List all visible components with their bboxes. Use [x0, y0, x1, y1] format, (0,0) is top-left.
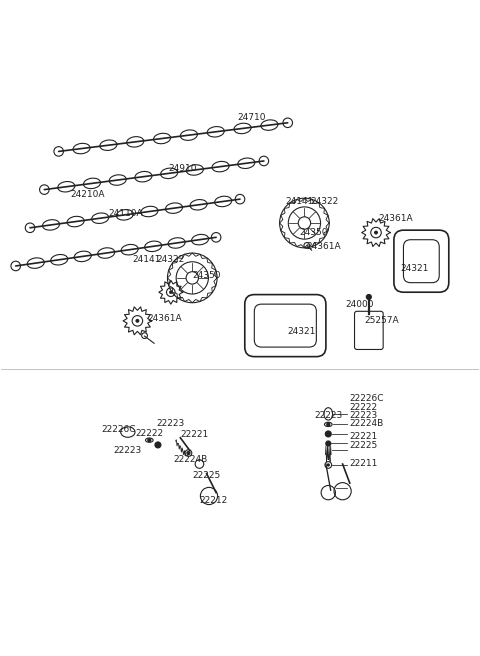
Text: 24322: 24322 [311, 197, 339, 206]
Text: 22223: 22223 [114, 446, 142, 455]
Text: 22222: 22222 [350, 403, 378, 412]
Text: 24361A: 24361A [147, 314, 181, 323]
Text: 22224B: 22224B [173, 455, 207, 464]
Text: 24321: 24321 [288, 327, 316, 337]
Text: 24350: 24350 [192, 271, 221, 280]
Text: 22225: 22225 [350, 441, 378, 450]
Circle shape [375, 232, 377, 234]
Text: 22225: 22225 [192, 471, 220, 480]
Text: 22222: 22222 [135, 429, 163, 438]
Circle shape [187, 451, 190, 455]
Text: 24710: 24710 [238, 113, 266, 123]
Text: 24350: 24350 [300, 228, 328, 237]
Text: 24322: 24322 [156, 255, 185, 264]
Text: 22212: 22212 [199, 496, 228, 505]
Text: 22223: 22223 [350, 411, 378, 420]
Text: 22223: 22223 [156, 419, 185, 428]
Text: 22226C: 22226C [350, 394, 384, 403]
Circle shape [148, 439, 151, 441]
Text: 24141: 24141 [132, 255, 161, 264]
Circle shape [366, 295, 371, 299]
Circle shape [327, 464, 329, 466]
Text: 24361A: 24361A [378, 214, 413, 222]
Text: 24000: 24000 [345, 300, 373, 308]
Text: 24110A: 24110A [109, 209, 144, 218]
Circle shape [326, 441, 331, 446]
Circle shape [327, 423, 330, 426]
Text: 22211: 22211 [350, 459, 378, 468]
Circle shape [325, 431, 331, 437]
Text: 25257A: 25257A [364, 316, 399, 325]
Text: 22226C: 22226C [102, 425, 136, 434]
Circle shape [136, 319, 139, 322]
Text: 24321: 24321 [400, 264, 428, 273]
Text: 24910: 24910 [168, 163, 197, 173]
Text: 22223: 22223 [314, 411, 342, 420]
Circle shape [155, 442, 161, 448]
Text: 24210A: 24210A [71, 190, 105, 199]
Text: 22221: 22221 [350, 432, 378, 441]
Text: 24361A: 24361A [307, 242, 341, 251]
Text: 22221: 22221 [180, 430, 209, 439]
Text: 22224B: 22224B [350, 419, 384, 428]
Circle shape [170, 291, 172, 293]
Text: 24141: 24141 [285, 197, 314, 206]
